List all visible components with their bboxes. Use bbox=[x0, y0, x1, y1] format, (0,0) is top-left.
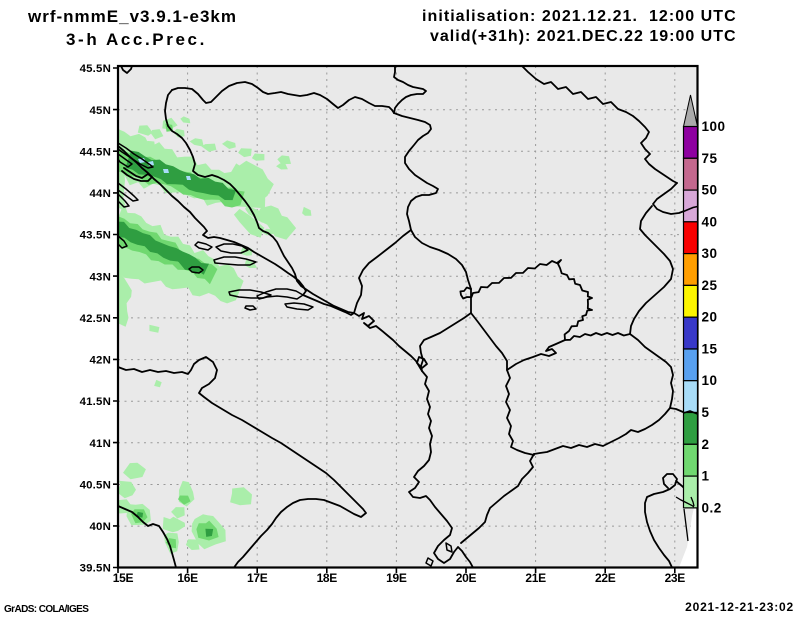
svg-text:2021-12-21-23:02: 2021-12-21-23:02 bbox=[685, 600, 794, 614]
svg-text:100: 100 bbox=[702, 119, 726, 134]
svg-text:wrf-nmmE_v3.9.1-e3km: wrf-nmmE_v3.9.1-e3km bbox=[27, 7, 237, 26]
svg-text:2: 2 bbox=[702, 437, 710, 452]
svg-text:25: 25 bbox=[702, 278, 718, 293]
svg-text:45.5N: 45.5N bbox=[80, 63, 111, 75]
svg-text:40N: 40N bbox=[90, 521, 112, 533]
svg-text:41.5N: 41.5N bbox=[80, 396, 111, 408]
svg-text:18E: 18E bbox=[317, 571, 338, 585]
svg-text:43N: 43N bbox=[90, 271, 112, 283]
svg-text:40: 40 bbox=[702, 214, 718, 229]
svg-text:valid(+31h): 2021.DEC.22 19:00: valid(+31h): 2021.DEC.22 19:00 UTC bbox=[430, 28, 737, 45]
svg-text:44.5N: 44.5N bbox=[80, 146, 111, 158]
svg-text:0.2: 0.2 bbox=[702, 500, 722, 515]
svg-text:5: 5 bbox=[702, 405, 710, 420]
svg-text:22E: 22E bbox=[595, 571, 616, 585]
svg-text:1: 1 bbox=[702, 469, 710, 484]
svg-text:42N: 42N bbox=[90, 355, 112, 367]
svg-text:initialisation: 2021.12.21. 1: initialisation: 2021.12.21. 12:00 UTC bbox=[422, 8, 737, 25]
svg-text:40.5N: 40.5N bbox=[80, 479, 111, 491]
svg-text:45N: 45N bbox=[90, 105, 112, 117]
svg-text:41N: 41N bbox=[90, 438, 112, 450]
svg-text:19E: 19E bbox=[386, 571, 407, 585]
svg-text:17E: 17E bbox=[247, 571, 268, 585]
svg-text:42.5N: 42.5N bbox=[80, 313, 111, 325]
svg-text:GrADS: COLA/IGES: GrADS: COLA/IGES bbox=[4, 604, 89, 615]
svg-text:15: 15 bbox=[702, 342, 718, 357]
svg-text:43.5N: 43.5N bbox=[80, 230, 111, 242]
svg-text:39.5N: 39.5N bbox=[80, 563, 111, 575]
svg-text:20E: 20E bbox=[456, 571, 477, 585]
svg-text:20: 20 bbox=[702, 310, 718, 325]
svg-text:3-h Acc.Prec.: 3-h Acc.Prec. bbox=[66, 30, 207, 49]
svg-text:30: 30 bbox=[702, 246, 718, 261]
svg-text:15E: 15E bbox=[113, 571, 134, 585]
svg-text:50: 50 bbox=[702, 183, 718, 198]
svg-text:16E: 16E bbox=[177, 571, 198, 585]
svg-text:75: 75 bbox=[702, 151, 718, 166]
svg-text:44N: 44N bbox=[90, 188, 112, 200]
svg-text:23E: 23E bbox=[665, 571, 686, 585]
svg-text:10: 10 bbox=[702, 373, 718, 388]
svg-text:21E: 21E bbox=[525, 571, 546, 585]
